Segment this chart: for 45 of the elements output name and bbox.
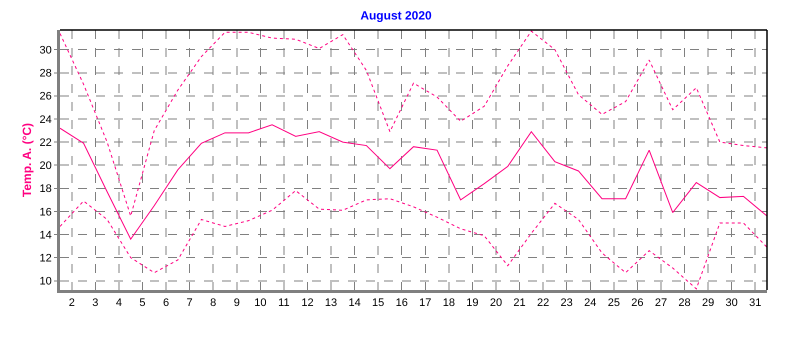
x-tick-label: 10 [254, 297, 266, 310]
y-tick-label: 26 [40, 90, 52, 103]
x-tick-label: 11 [278, 297, 290, 310]
x-tick-label: 22 [536, 297, 550, 310]
x-tick-label: 2 [68, 297, 75, 310]
x-tick-label: 5 [139, 297, 146, 310]
x-tick-label: 13 [324, 297, 338, 310]
x-tick-label: 8 [210, 297, 216, 310]
x-tick-label: 15 [372, 297, 384, 310]
x-tick-label: 30 [726, 297, 738, 310]
x-tick-label: 16 [396, 297, 408, 310]
line-series [60, 124, 767, 240]
y-axis-title: Temp. A. (°C) [20, 122, 34, 198]
x-tick-label: 4 [116, 297, 122, 310]
y-tick-label: 20 [40, 160, 52, 172]
x-tick-label: 25 [608, 297, 620, 310]
y-tick-label: 18 [40, 183, 52, 196]
x-tick-label: 18 [442, 297, 455, 310]
y-tick-label: 16 [40, 206, 52, 218]
x-tick-label: 12 [301, 297, 314, 310]
x-tick-label: 23 [560, 297, 573, 310]
line-series [60, 190, 767, 290]
x-tick-label: 14 [348, 297, 361, 310]
x-tick-label: 17 [419, 297, 432, 310]
chart-title: August 2020 [360, 8, 432, 22]
x-tick-label: 24 [584, 297, 596, 310]
x-tick-label: 21 [513, 297, 526, 310]
y-tick-label: 14 [40, 229, 52, 242]
y-tick-label: 30 [40, 44, 52, 56]
x-tick-label: 27 [654, 297, 668, 310]
x-tick-label: 29 [702, 297, 714, 310]
x-tick-label: 31 [749, 297, 762, 310]
x-tick-label: 26 [631, 297, 644, 310]
y-tick-label: 12 [40, 252, 52, 264]
y-tick-label: 28 [40, 68, 52, 80]
y-tick-label: 10 [40, 276, 52, 288]
x-tick-label: 28 [678, 297, 691, 310]
x-tick-label: 3 [92, 297, 98, 310]
x-tick-label: 6 [162, 297, 170, 310]
y-tick-label: 22 [40, 136, 52, 149]
x-tick-label: 9 [234, 297, 240, 310]
x-tick-label: 19 [466, 297, 479, 310]
x-tick-label: 20 [490, 297, 502, 310]
x-tick-label: 7 [186, 297, 193, 310]
y-tick-label: 24 [40, 114, 52, 126]
